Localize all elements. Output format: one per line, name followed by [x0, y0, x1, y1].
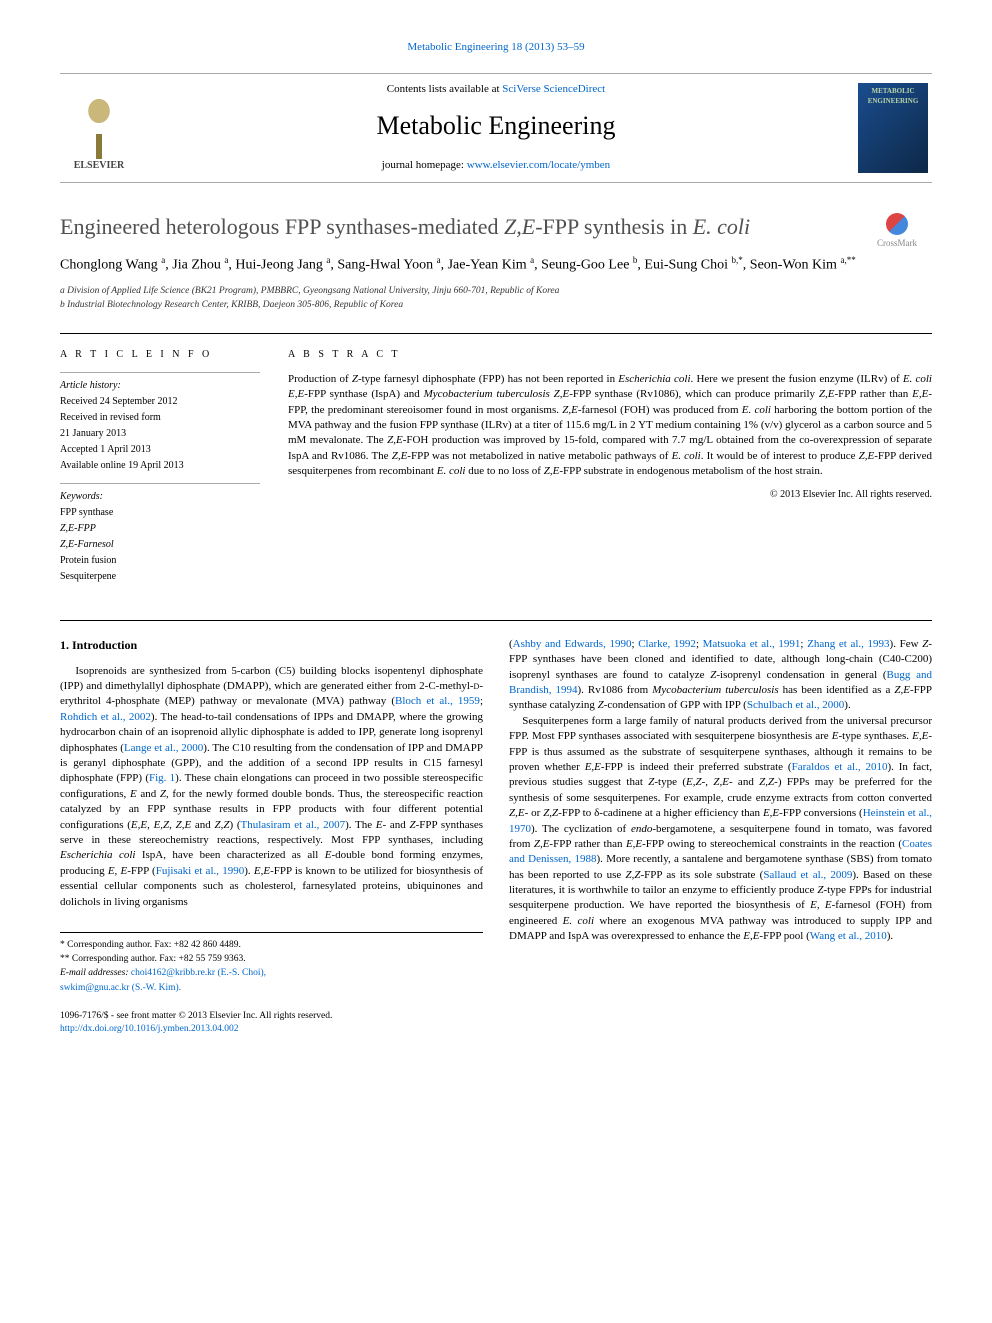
- header-citation: Metabolic Engineering 18 (2013) 53–59: [60, 40, 932, 55]
- history-line: Received 24 September 2012: [60, 395, 260, 409]
- cover-label: METABOLIC ENGINEERING: [862, 87, 924, 107]
- footer-copyright: 1096-7176/$ - see front matter © 2013 El…: [60, 1010, 332, 1023]
- history-line: 21 January 2013: [60, 427, 260, 441]
- journal-header-box: ELSEVIER Contents lists available at Sci…: [60, 73, 932, 182]
- crossmark-badge[interactable]: CrossMark: [862, 213, 932, 250]
- journal-title: Metabolic Engineering: [134, 108, 858, 144]
- intro-p1: Isoprenoids are synthesized from 5-carbo…: [60, 664, 483, 910]
- affiliation-b: b Industrial Biotechnology Research Cent…: [60, 299, 932, 313]
- journal-center: Contents lists available at SciVerse Sci…: [134, 82, 858, 173]
- crossmark-icon: [886, 213, 908, 235]
- email-link-2[interactable]: swkim@gnu.ac.kr (S.-W. Kim).: [60, 983, 181, 993]
- history-line: Received in revised form: [60, 411, 260, 425]
- history-label: Article history:: [60, 379, 260, 393]
- keyword: FPP synthase: [60, 506, 260, 520]
- article-info-column: A R T I C L E I N F O Article history: R…: [60, 348, 260, 594]
- doi-link[interactable]: http://dx.doi.org/10.1016/j.ymben.2013.0…: [60, 1024, 238, 1034]
- homepage-line: journal homepage: www.elsevier.com/locat…: [134, 158, 858, 173]
- keywords-block: Keywords: FPP synthase Z,E-FPP Z,E-Farne…: [60, 483, 260, 584]
- abstract-heading: A B S T R A C T: [288, 348, 932, 362]
- footer-left: 1096-7176/$ - see front matter © 2013 El…: [60, 1010, 332, 1037]
- corr-author-2: ** Corresponding author. Fax: +82 55 759…: [60, 953, 483, 966]
- email-line-2: swkim@gnu.ac.kr (S.-W. Kim).: [60, 982, 483, 995]
- intro-p2: (Ashby and Edwards, 1990; Clarke, 1992; …: [509, 637, 932, 945]
- affiliation-a: a Division of Applied Life Science (BK21…: [60, 285, 932, 299]
- info-abstract-row: A R T I C L E I N F O Article history: R…: [60, 333, 932, 594]
- keyword: Sesquiterpene: [60, 570, 260, 584]
- affiliations: a Division of Applied Life Science (BK21…: [60, 285, 932, 313]
- email-label: E-mail addresses:: [60, 968, 129, 978]
- homepage-prefix: journal homepage:: [382, 159, 467, 171]
- article-history-block: Article history: Received 24 September 2…: [60, 372, 260, 473]
- title-row: CrossMark Engineered heterologous FPP sy…: [60, 213, 932, 241]
- keyword: Z,E-FPP: [60, 522, 260, 536]
- article-info-heading: A R T I C L E I N F O: [60, 348, 260, 362]
- email-link-1[interactable]: choi4162@kribb.re.kr (E.-S. Choi),: [129, 968, 267, 978]
- page-footer: 1096-7176/$ - see front matter © 2013 El…: [60, 1010, 932, 1037]
- body-col-left: 1. Introduction Isoprenoids are synthesi…: [60, 637, 483, 996]
- elsevier-logo: ELSEVIER: [64, 83, 134, 173]
- keyword: Z,E-Farnesol: [60, 538, 260, 552]
- keyword: Protein fusion: [60, 554, 260, 568]
- journal-cover-thumb: METABOLIC ENGINEERING: [858, 83, 928, 173]
- header-citation-link[interactable]: Metabolic Engineering 18 (2013) 53–59: [407, 41, 584, 53]
- article-title: Engineered heterologous FPP synthases-me…: [60, 213, 932, 241]
- contents-line: Contents lists available at SciVerse Sci…: [134, 82, 858, 97]
- history-line: Available online 19 April 2013: [60, 459, 260, 473]
- page: Metabolic Engineering 18 (2013) 53–59 EL…: [0, 0, 992, 1077]
- footnotes: * Corresponding author. Fax: +82 42 860 …: [60, 932, 483, 995]
- body-col-right: (Ashby and Edwards, 1990; Clarke, 1992; …: [509, 637, 932, 996]
- contents-prefix: Contents lists available at: [387, 83, 502, 95]
- elsevier-label: ELSEVIER: [74, 159, 125, 173]
- abstract-text: Production of Z-type farnesyl diphosphat…: [288, 372, 932, 480]
- authors-line: Chonglong Wang a, Jia Zhou a, Hui-Jeong …: [60, 254, 932, 275]
- corr-author-1: * Corresponding author. Fax: +82 42 860 …: [60, 939, 483, 952]
- history-line: Accepted 1 April 2013: [60, 443, 260, 457]
- keywords-label: Keywords:: [60, 490, 260, 504]
- sciverse-link[interactable]: SciVerse ScienceDirect: [502, 83, 605, 95]
- body-columns: 1. Introduction Isoprenoids are synthesi…: [60, 637, 932, 996]
- abstract-column: A B S T R A C T Production of Z-type far…: [288, 348, 932, 594]
- elsevier-tree-icon: [74, 99, 124, 159]
- homepage-link[interactable]: www.elsevier.com/locate/ymben: [467, 159, 610, 171]
- email-line: E-mail addresses: choi4162@kribb.re.kr (…: [60, 967, 483, 980]
- section-divider: [60, 620, 932, 621]
- abstract-copyright: © 2013 Elsevier Inc. All rights reserved…: [288, 488, 932, 502]
- crossmark-label: CrossMark: [877, 238, 917, 248]
- intro-heading: 1. Introduction: [60, 637, 483, 654]
